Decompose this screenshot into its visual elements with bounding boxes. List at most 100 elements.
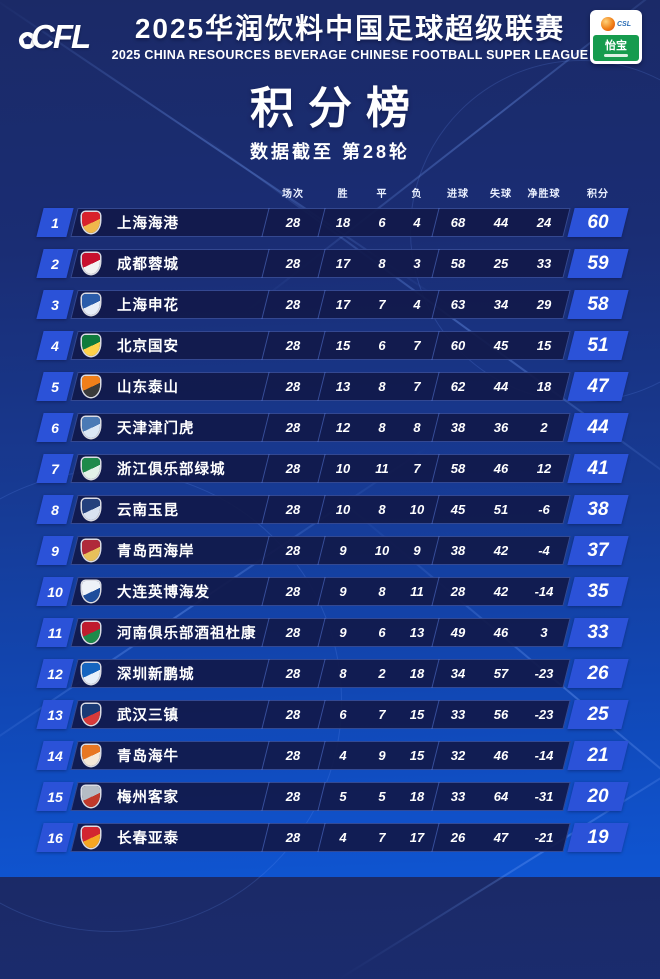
points-badge: 47 (567, 372, 629, 401)
stat-goals-against: 64 (493, 789, 509, 804)
rank-badge: 2 (36, 249, 74, 278)
team-name: 武汉三镇 (117, 708, 179, 724)
stat-matches: 28 (285, 543, 301, 558)
csl-ball-icon (601, 17, 615, 31)
points-value: 51 (587, 334, 609, 356)
stat-losses: 15 (409, 707, 425, 722)
stat-goal-diff: 33 (536, 256, 552, 271)
table-row: 16 长春亚泰 28 4 7 17 26 47 -21 19 (36, 823, 629, 852)
stat-matches: 28 (285, 830, 301, 845)
table-row: 15 梅州客家 28 5 5 18 33 64 -31 20 (36, 782, 629, 811)
stat-goal-diff: 18 (536, 379, 552, 394)
stat-draws: 5 (378, 789, 386, 804)
points-badge: 44 (567, 413, 629, 442)
stat-losses: 4 (413, 215, 421, 230)
page-subtitle: 数据截至 第28轮 (249, 142, 411, 162)
stat-matches: 28 (285, 256, 301, 271)
team-crest-icon (82, 581, 100, 602)
stat-matches: 28 (285, 420, 301, 435)
football-icon (18, 31, 37, 50)
points-badge: 19 (567, 823, 629, 852)
team-crest-icon (82, 704, 100, 725)
stat-goals-against: 44 (493, 379, 509, 394)
team-crest-icon (82, 335, 100, 356)
stat-losses: 9 (413, 543, 421, 558)
stat-goals-against: 45 (493, 338, 509, 353)
sponsor-brand-tagline (604, 53, 628, 57)
sponsor-badge: CSL 怡宝 (590, 10, 642, 64)
stat-goal-diff: -23 (534, 707, 554, 722)
stat-wins: 13 (335, 379, 351, 394)
stat-matches: 28 (285, 461, 301, 476)
stat-goals-for: 34 (450, 666, 466, 681)
team-name: 天津津门虎 (117, 421, 195, 437)
team-row-bar: 河南俱乐部酒祖杜康 28 9 6 13 49 46 3 (70, 618, 571, 647)
stat-goals-against: 46 (493, 625, 509, 640)
points-value: 58 (587, 293, 609, 315)
points-column-header: 积分 (571, 184, 625, 200)
stat-goals-for: 60 (450, 338, 466, 353)
stat-goals-for: 38 (450, 420, 466, 435)
points-value: 33 (587, 621, 609, 643)
column-header: 场次 (282, 188, 304, 200)
stat-matches: 28 (285, 502, 301, 517)
team-name: 浙江俱乐部绿城 (117, 462, 226, 478)
table-row: 4 北京国安 28 15 6 7 60 45 15 51 (36, 331, 629, 360)
stat-losses: 15 (409, 748, 425, 763)
column-headers-bar: 场次 胜 平 负 进球 失球 净胜球 (74, 184, 567, 200)
points-badge: 25 (567, 700, 629, 729)
team-row-bar: 上海海港 28 18 6 4 68 44 24 (70, 208, 571, 237)
team-row-bar: 青岛西海岸 28 9 10 9 38 42 -4 (70, 536, 571, 565)
stat-draws: 6 (378, 338, 386, 353)
stat-draws: 6 (378, 625, 386, 640)
column-headers: 场次 胜 平 负 进球 失球 净胜球 (74, 184, 567, 200)
stat-losses: 8 (413, 420, 421, 435)
stat-wins: 4 (339, 830, 347, 845)
stat-goal-diff: 2 (540, 420, 548, 435)
rank-badge: 16 (36, 823, 74, 852)
team-row-bar: 上海申花 28 17 7 4 63 34 29 (70, 290, 571, 319)
stat-wins: 9 (339, 584, 347, 599)
stat-matches: 28 (285, 707, 301, 722)
team-name: 云南玉昆 (117, 503, 179, 519)
stat-goals-for: 58 (450, 461, 466, 476)
stat-goals-against: 34 (493, 297, 509, 312)
rank-badge: 11 (36, 618, 74, 647)
rank-header-spacer (40, 184, 70, 200)
stat-goals-for: 26 (450, 830, 466, 845)
team-crest-icon (82, 212, 100, 233)
column-header-row: 场次 胜 平 负 进球 失球 净胜球 积分 (40, 184, 625, 200)
points-badge: 38 (567, 495, 629, 524)
points-value: 60 (587, 211, 609, 233)
column-header: 胜 (337, 188, 349, 200)
points-value: 21 (587, 744, 609, 766)
column-header: 进球 (447, 188, 469, 200)
points-badge: 37 (567, 536, 629, 565)
stat-losses: 13 (409, 625, 425, 640)
team-name: 深圳新鹏城 (117, 667, 195, 683)
stat-draws: 10 (374, 543, 390, 558)
stat-draws: 2 (378, 666, 386, 681)
league-logo: CFL (18, 18, 110, 55)
rank-number: 11 (47, 624, 63, 641)
stat-wins: 10 (335, 502, 351, 517)
stat-wins: 8 (339, 666, 347, 681)
stat-losses: 4 (413, 297, 421, 312)
team-name: 梅州客家 (117, 790, 179, 806)
stat-matches: 28 (285, 748, 301, 763)
league-logo-text: CFL (31, 18, 91, 55)
stat-goal-diff: 3 (540, 625, 548, 640)
stat-goal-diff: -14 (534, 748, 554, 763)
points-value: 47 (587, 375, 609, 397)
team-row-bar: 山东泰山 28 13 8 7 62 44 18 (70, 372, 571, 401)
rank-badge: 5 (36, 372, 74, 401)
stat-matches: 28 (285, 584, 301, 599)
league-title-cn: 2025华润饮料中国足球超级联赛 (134, 12, 566, 44)
rank-number: 4 (51, 337, 59, 354)
team-name: 青岛西海岸 (117, 544, 195, 560)
stat-goal-diff: 15 (536, 338, 552, 353)
team-row-bar: 梅州客家 28 5 5 18 33 64 -31 (70, 782, 571, 811)
rank-badge: 10 (36, 577, 74, 606)
team-row-bar: 云南玉昆 28 10 8 10 45 51 -6 (70, 495, 571, 524)
stat-losses: 10 (409, 502, 425, 517)
